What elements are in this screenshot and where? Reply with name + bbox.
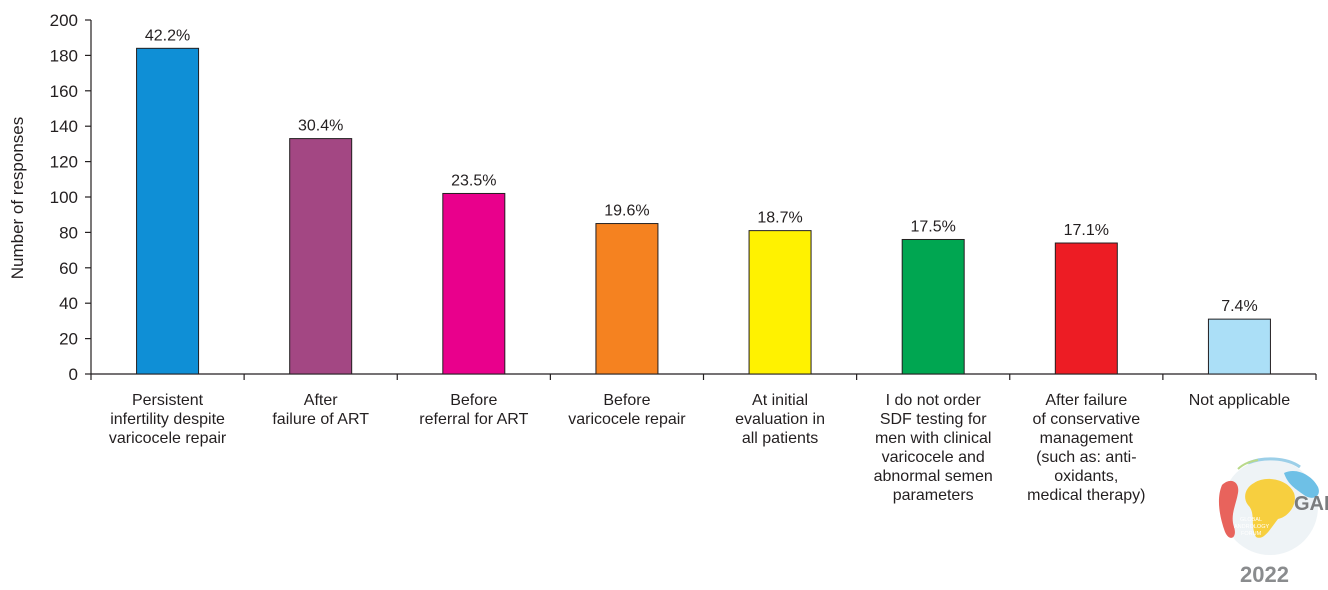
category-label-line: infertility despite <box>110 411 225 428</box>
data-label: 19.6% <box>604 203 649 220</box>
category-label-line: oxidants, <box>1054 468 1118 485</box>
bar <box>1207 318 1271 375</box>
bar <box>901 238 965 375</box>
logo-text-line: ANDROLOGY <box>1234 524 1269 530</box>
category-label-line: Persistent <box>132 392 204 409</box>
category-label-line: At initial <box>752 392 808 409</box>
y-tick-label: 200 <box>50 11 78 30</box>
y-axis-label: Number of responses <box>8 117 27 280</box>
logo-graphic: GAF GLOBAL ANDROLOGY FORUM <box>1218 457 1328 555</box>
category-label-line: SDF testing for <box>880 411 987 428</box>
category-label-line: After failure <box>1045 392 1127 409</box>
category-label-line: After <box>304 392 338 409</box>
category-label: After failure of ART <box>272 392 369 428</box>
bar <box>1054 242 1118 375</box>
category-label-line: parameters <box>893 487 974 504</box>
bar <box>289 138 353 375</box>
category-label-line: varicocele repair <box>568 411 686 428</box>
y-tick-label: 80 <box>59 223 78 242</box>
category-labels: Persistent infertility despite varicocele … <box>109 392 1290 504</box>
category-label-line: varicocele and <box>882 449 985 466</box>
category-label-line: (such as: anti- <box>1036 449 1136 466</box>
category-label-line: Before <box>450 392 497 409</box>
bar <box>595 223 659 375</box>
y-tick-label: 120 <box>50 153 78 172</box>
y-tick-label: 180 <box>50 46 78 65</box>
category-label-line: I do not order <box>886 392 982 409</box>
logo-year: 2022 <box>1240 562 1289 587</box>
category-label: After failure of conservative management (s… <box>1027 392 1145 504</box>
y-tick-label: 40 <box>59 294 78 313</box>
data-label: 23.5% <box>451 172 496 189</box>
y-tick-label: 20 <box>59 330 78 349</box>
bar <box>442 192 506 375</box>
y-tick-label: 60 <box>59 259 78 278</box>
y-tick-label: 140 <box>50 117 78 136</box>
bar <box>136 47 200 375</box>
category-label-line: all patients <box>742 430 819 447</box>
y-tick-label: 0 <box>69 365 78 384</box>
data-labels: 42.2% 30.4% 23.5% 19.6% 18.7% 17.5% 17.1% 7.4% <box>145 27 1258 315</box>
y-tick-label: 100 <box>50 188 78 207</box>
category-label-line: of conservative <box>1033 411 1141 428</box>
category-label-line: referral for ART <box>419 411 528 428</box>
category-label-line: men with clinical <box>875 430 991 447</box>
category-label-line: failure of ART <box>272 411 369 428</box>
category-label-line: Before <box>603 392 650 409</box>
logo-text-line: GLOBAL <box>1240 517 1262 523</box>
category-label-line: management <box>1040 430 1134 447</box>
category-label-line: evaluation in <box>735 411 825 428</box>
data-label: 17.1% <box>1064 222 1109 239</box>
axes: 0 20 40 60 80 100 120 140 160 180 200 <box>50 11 1317 384</box>
category-label: Before referral for ART <box>419 392 528 428</box>
category-label: Persistent infertility despite varicocele … <box>109 392 227 447</box>
category-label-line: Not applicable <box>1189 392 1291 409</box>
data-label: 7.4% <box>1221 298 1257 315</box>
category-label: Before varicocele repair <box>568 392 686 428</box>
category-label-line: medical therapy) <box>1027 487 1145 504</box>
category-label: I do not order SDF testing for men with cl… <box>874 392 993 504</box>
bar <box>748 230 812 375</box>
global-andrology-forum-logo: GAF GLOBAL ANDROLOGY FORUM <box>1208 455 1328 590</box>
logo-text-line: FORUM <box>1241 531 1262 537</box>
y-tick-label: 160 <box>50 82 78 101</box>
category-label: Not applicable <box>1189 392 1291 409</box>
category-label-line: abnormal semen <box>874 468 993 485</box>
logo-abbr: GAF <box>1294 493 1328 515</box>
category-label: At initial evaluation in all patients <box>735 392 825 447</box>
data-label: 42.2% <box>145 27 190 44</box>
data-label: 18.7% <box>757 210 802 227</box>
data-label: 30.4% <box>298 118 343 135</box>
category-label-line: varicocele repair <box>109 430 227 447</box>
data-label: 17.5% <box>911 218 956 235</box>
bars <box>136 47 1271 375</box>
